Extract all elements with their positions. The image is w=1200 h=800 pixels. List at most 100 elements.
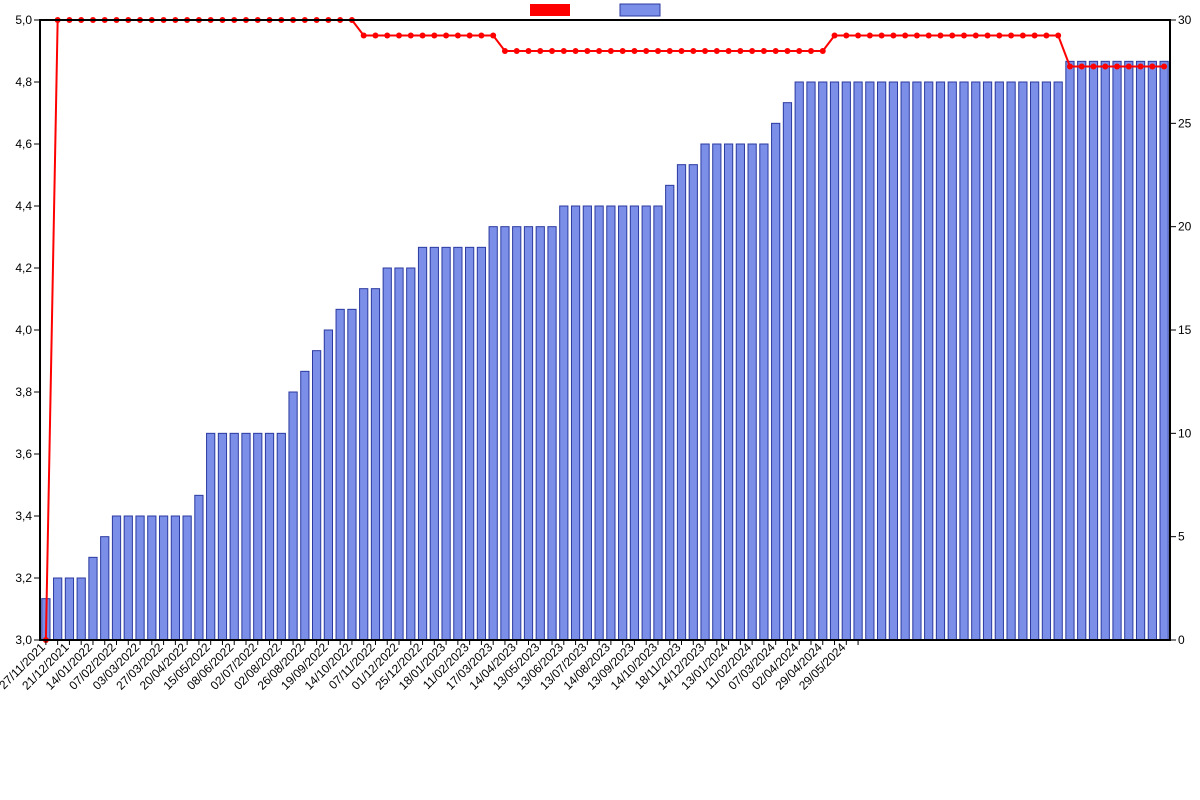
bar xyxy=(536,227,544,640)
bar xyxy=(501,227,509,640)
line-marker xyxy=(937,33,943,39)
line-marker xyxy=(525,48,531,54)
bar xyxy=(948,82,956,640)
line-marker xyxy=(714,48,720,54)
bar xyxy=(689,165,697,640)
line-marker xyxy=(408,33,414,39)
bar xyxy=(454,247,462,640)
line-marker xyxy=(573,48,579,54)
bar xyxy=(254,433,262,640)
y-left-tick-label: 4,6 xyxy=(15,137,32,151)
bar xyxy=(960,82,968,640)
line-marker xyxy=(478,33,484,39)
line-marker xyxy=(596,48,602,54)
bar xyxy=(713,144,721,640)
line-marker xyxy=(949,33,955,39)
bar xyxy=(595,206,603,640)
line-marker xyxy=(843,33,849,39)
bar xyxy=(277,433,285,640)
y-right-tick-label: 30 xyxy=(1178,13,1192,27)
bar xyxy=(583,206,591,640)
line-marker xyxy=(832,33,838,39)
line-marker xyxy=(1161,64,1167,70)
bar xyxy=(195,495,203,640)
bar xyxy=(1089,61,1097,640)
bar xyxy=(360,289,368,640)
bar xyxy=(312,351,320,640)
line-marker xyxy=(749,48,755,54)
line-marker xyxy=(773,48,779,54)
bar xyxy=(1136,61,1144,640)
line-marker xyxy=(784,48,790,54)
bar xyxy=(218,433,226,640)
y-left-tick-label: 3,4 xyxy=(15,509,32,523)
line-marker xyxy=(1138,64,1144,70)
bar xyxy=(65,578,73,640)
bar xyxy=(983,82,991,640)
line-marker xyxy=(855,33,861,39)
bar xyxy=(1148,61,1156,640)
bar xyxy=(1019,82,1027,640)
bar xyxy=(607,206,615,640)
line-marker xyxy=(431,33,437,39)
line-marker xyxy=(996,33,1002,39)
y-left-tick-label: 4,4 xyxy=(15,199,32,213)
bar xyxy=(995,82,1003,640)
line-marker xyxy=(1126,64,1132,70)
bar xyxy=(1125,61,1133,640)
bar xyxy=(666,185,674,640)
line-marker xyxy=(384,33,390,39)
line-marker xyxy=(820,48,826,54)
line-marker xyxy=(1102,64,1108,70)
y-left-tick-label: 4,0 xyxy=(15,323,32,337)
bar xyxy=(654,206,662,640)
y-left-tick-label: 3,0 xyxy=(15,633,32,647)
bar xyxy=(619,206,627,640)
bar xyxy=(807,82,815,640)
bar xyxy=(136,516,144,640)
bar xyxy=(242,433,250,640)
bar xyxy=(524,227,532,640)
bar xyxy=(913,82,921,640)
bar xyxy=(783,103,791,640)
chart-svg: 3,03,23,43,63,84,04,24,44,64,85,00510152… xyxy=(0,0,1200,800)
bar xyxy=(854,82,862,640)
y-right-tick-label: 25 xyxy=(1178,116,1192,130)
line-marker xyxy=(467,33,473,39)
line-marker xyxy=(985,33,991,39)
line-marker xyxy=(796,48,802,54)
bar xyxy=(1078,61,1086,640)
bar xyxy=(324,330,332,640)
bar xyxy=(1007,82,1015,640)
line-marker xyxy=(808,48,814,54)
bar xyxy=(395,268,403,640)
bar xyxy=(54,578,62,640)
line-marker xyxy=(667,48,673,54)
bar xyxy=(772,123,780,640)
bar xyxy=(112,516,120,640)
line-marker xyxy=(608,48,614,54)
line-marker xyxy=(514,48,520,54)
line-marker xyxy=(726,48,732,54)
line-marker xyxy=(396,33,402,39)
line-marker xyxy=(643,48,649,54)
line-marker xyxy=(926,33,932,39)
bar xyxy=(407,268,415,640)
bar xyxy=(230,433,238,640)
line-marker xyxy=(1055,33,1061,39)
bar xyxy=(207,433,215,640)
line-marker xyxy=(1090,64,1096,70)
y-left-tick-label: 5,0 xyxy=(15,13,32,27)
line-marker xyxy=(631,48,637,54)
line-marker xyxy=(867,33,873,39)
bar xyxy=(430,247,438,640)
bar xyxy=(842,82,850,640)
bar xyxy=(513,227,521,640)
bar xyxy=(795,82,803,640)
bar xyxy=(972,82,980,640)
bar xyxy=(1160,61,1168,640)
bar xyxy=(1042,82,1050,640)
bar xyxy=(1054,82,1062,640)
legend-bar-swatch xyxy=(620,4,660,16)
bar xyxy=(736,144,744,640)
